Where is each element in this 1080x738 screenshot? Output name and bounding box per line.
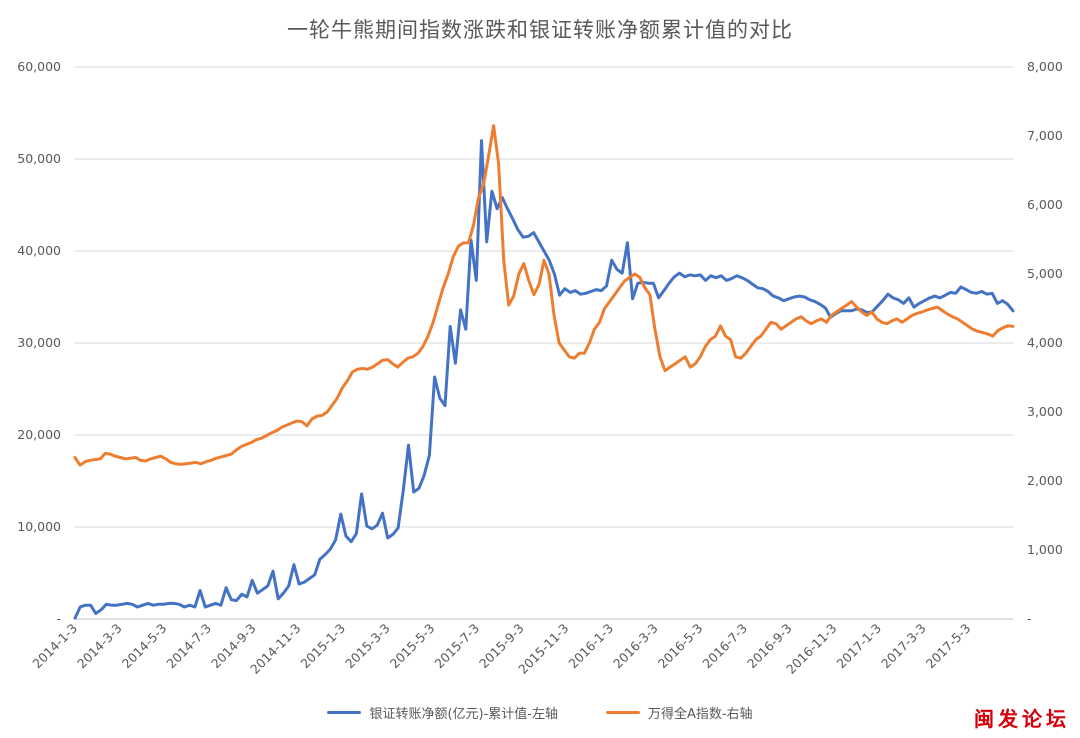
plot-area: - 10,000 20,000 30,000 40,000 50,000 60,000 - 1…	[17, 59, 1063, 677]
y-right-tick-label: 6,000	[1027, 197, 1063, 212]
y-left-tick-label: 20,000	[17, 427, 61, 442]
y-left-tick-label: 40,000	[17, 243, 61, 258]
x-tick-label: 2015-3-3	[342, 621, 393, 672]
x-tick-label: 2016-5-3	[655, 621, 706, 672]
y-right-tick-label: 7,000	[1027, 128, 1063, 143]
x-tick-label: 2014-7-3	[163, 621, 214, 672]
legend: 银证转账净额(亿元)-累计值-左轴 万得全A指数-右轴	[0, 700, 1080, 724]
y-right-tick-label: 4,000	[1027, 335, 1063, 350]
x-tick-label: 2015-5-3	[387, 621, 438, 672]
y-right-tick-label: 8,000	[1027, 59, 1063, 74]
y-left-tick-label: -	[56, 611, 61, 626]
x-tick-label: 2015-1-3	[297, 621, 348, 672]
x-tick-label: 2014-1-3	[29, 621, 80, 672]
y-left-tick-label: 60,000	[17, 59, 61, 74]
x-tick-label: 2016-7-3	[699, 621, 750, 672]
watermark-logo: 闽发论坛	[974, 707, 1070, 731]
y-left-tick-label: 10,000	[17, 519, 61, 534]
x-tick-label: 2017-1-3	[833, 621, 884, 672]
y-right-tick-label: 1,000	[1027, 542, 1063, 557]
y-right-tick-label: -	[1027, 611, 1032, 626]
y-left-tick-label: 50,000	[17, 151, 61, 166]
legend-item-index: 万得全A指数-右轴	[605, 703, 753, 722]
y-right-tick-label: 3,000	[1027, 404, 1063, 419]
chart-title: 一轮牛熊期间指数涨跌和银证转账净额累计值的对比	[287, 18, 793, 42]
legend-label-transfer: 银证转账净额(亿元)-累计值-左轴	[369, 706, 558, 722]
series-line-transfer	[73, 139, 1015, 620]
x-tick-label: 2016-3-3	[610, 621, 661, 672]
y-right-tick-label: 5,000	[1027, 266, 1063, 281]
legend-swatch-transfer	[327, 710, 362, 714]
legend-swatch-index	[605, 710, 640, 714]
y-left-tick-label: 30,000	[17, 335, 61, 350]
x-tick-label: 2017-3-3	[878, 621, 929, 672]
x-tick-label: 2017-5-3	[923, 621, 974, 672]
y-right-tick-label: 2,000	[1027, 473, 1063, 488]
x-tick-label: 2016-1-3	[565, 621, 616, 672]
x-tick-label: 2015-7-3	[431, 621, 482, 672]
x-tick-label: 2014-5-3	[119, 621, 170, 672]
series-line-index	[73, 124, 1015, 467]
x-tick-label: 2014-3-3	[74, 621, 125, 672]
legend-item-transfer: 银证转账净额(亿元)-累计值-左轴	[327, 703, 558, 722]
legend-label-index: 万得全A指数-右轴	[647, 706, 753, 722]
